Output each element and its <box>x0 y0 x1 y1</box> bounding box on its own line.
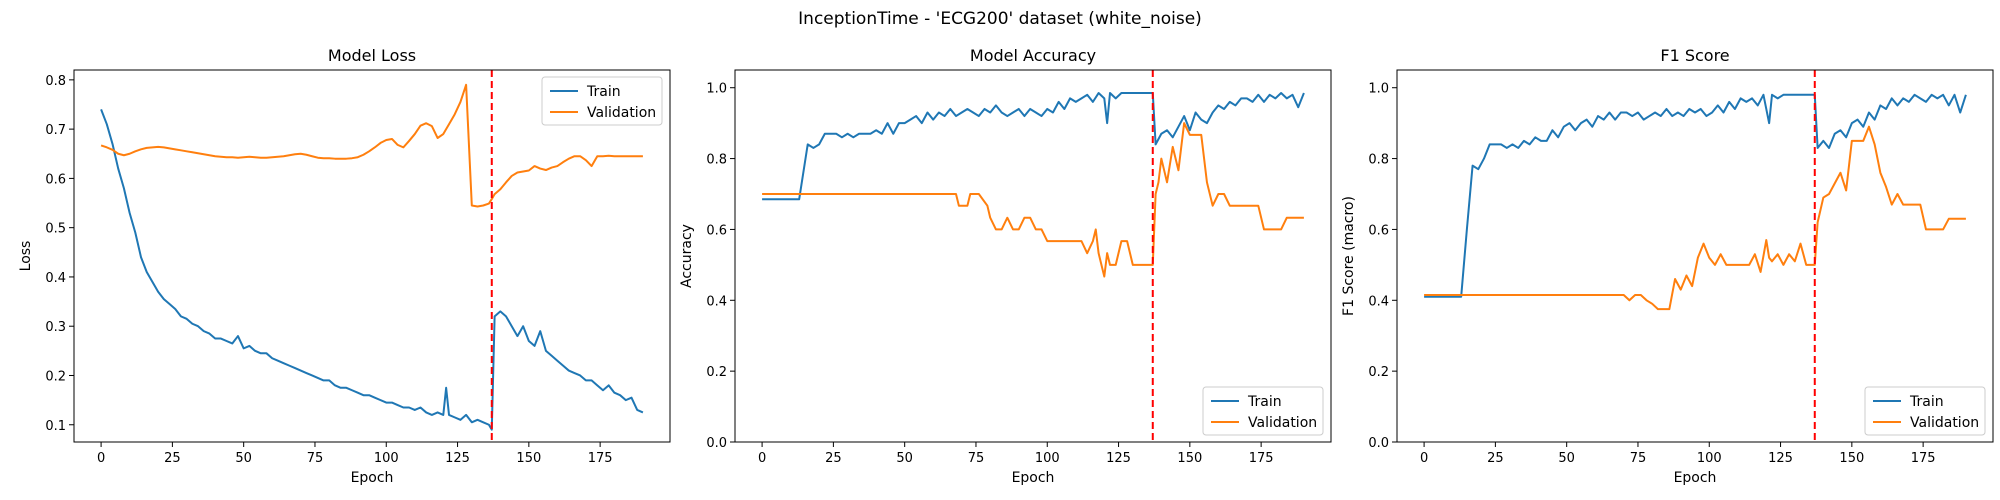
legend-label-validation: Validation <box>1910 415 1979 431</box>
x-tick-label: 25 <box>164 451 181 466</box>
y-tick-label: 0.5 <box>45 222 66 237</box>
chart-title: F1 Score <box>1660 46 1729 65</box>
chart-title: Model Loss <box>328 46 416 65</box>
x-tick-label: 50 <box>1558 451 1575 466</box>
series-line-train <box>100 109 644 431</box>
legend: Train Validation <box>1202 386 1324 436</box>
axes-frame <box>1396 69 1994 443</box>
y-axis-label: Loss <box>18 241 34 272</box>
y-tick-label: 0.2 <box>1368 365 1389 380</box>
x-tick-label: 150 <box>1177 451 1202 466</box>
y-tick-label: 0.0 <box>1368 436 1389 451</box>
x-tick-label: 125 <box>445 451 470 466</box>
x-tick-label: 75 <box>968 451 985 466</box>
x-tick-label: 0 <box>97 451 105 466</box>
legend-label-train: Train <box>586 84 621 100</box>
legend-label-validation: Validation <box>587 105 656 121</box>
x-tick-label: 0 <box>1420 451 1428 466</box>
y-tick-label: 0.6 <box>1368 223 1389 238</box>
x-tick-label: 175 <box>1911 451 1936 466</box>
legend: Train Validation <box>541 76 663 126</box>
x-tick-label: 100 <box>374 451 399 466</box>
y-tick-label: 0.8 <box>1368 153 1389 168</box>
series-line-validation <box>100 83 643 208</box>
y-axis-label: Accuracy <box>679 224 695 288</box>
y-tick-label: 0.4 <box>706 294 727 309</box>
y-tick-label: 0.6 <box>706 223 727 238</box>
x-tick-label: 175 <box>588 451 613 466</box>
y-tick-label: 0.1 <box>45 419 66 434</box>
series-line-validation <box>762 122 1304 278</box>
x-axis-label: Epoch <box>1674 470 1717 486</box>
x-tick-label: 25 <box>1487 451 1504 466</box>
y-tick-label: 0.8 <box>45 74 66 89</box>
chart-panel-3: F1 Score 0 25 50 75 100 125 150 175 0.0 0.2 0.4 0.6 0… <box>1341 46 1994 486</box>
x-tick-label: 50 <box>896 451 913 466</box>
y-tick-label: 0.6 <box>45 172 66 187</box>
x-tick-label: 75 <box>307 451 324 466</box>
series-line-train <box>762 92 1305 201</box>
legend-label-train: Train <box>1247 394 1282 410</box>
x-tick-label: 75 <box>1630 451 1647 466</box>
y-tick-label: 0.4 <box>1368 294 1389 309</box>
y-tick-label: 0.7 <box>45 123 66 138</box>
y-tick-label: 0.0 <box>706 436 727 451</box>
x-tick-label: 150 <box>1839 451 1864 466</box>
axes-frame <box>73 69 671 443</box>
x-axis-label: Epoch <box>351 470 394 486</box>
y-tick-label: 0.8 <box>706 153 727 168</box>
x-tick-label: 125 <box>1106 451 1131 466</box>
chart-panel-1: Model Loss 0 25 50 75 100 125 150 175 0.1 0.2 0.3 0.… <box>18 46 671 486</box>
x-tick-label: 150 <box>516 451 541 466</box>
y-tick-label: 0.2 <box>706 365 727 380</box>
series-line-train <box>1424 93 1967 298</box>
series-line-validation <box>1424 125 1966 311</box>
x-tick-label: 25 <box>825 451 842 466</box>
chart-panel-2: Model Accuracy 0 25 50 75 100 125 150 175 0.0 0.2 0… <box>679 46 1332 486</box>
x-tick-label: 100 <box>1035 451 1060 466</box>
y-tick-label: 0.3 <box>45 320 66 335</box>
x-tick-label: 50 <box>235 451 252 466</box>
y-tick-label: 1.0 <box>706 82 727 97</box>
x-tick-label: 125 <box>1768 451 1793 466</box>
y-tick-label: 1.0 <box>1368 82 1389 97</box>
x-tick-label: 100 <box>1697 451 1722 466</box>
chart-title: Model Accuracy <box>970 46 1096 65</box>
x-tick-label: 175 <box>1249 451 1274 466</box>
y-axis-label: F1 Score (macro) <box>1341 196 1357 316</box>
legend-label-validation: Validation <box>1248 415 1317 431</box>
legend: Train Validation <box>1864 386 1986 436</box>
y-tick-label: 0.4 <box>45 271 66 286</box>
y-tick-label: 0.2 <box>45 369 66 384</box>
legend-label-train: Train <box>1909 394 1944 410</box>
axes-frame <box>734 69 1332 443</box>
x-axis-label: Epoch <box>1012 470 1055 486</box>
figure-title: InceptionTime - 'ECG200' dataset (white_… <box>798 9 1202 29</box>
x-tick-label: 0 <box>758 451 766 466</box>
chart-panels: Model Loss 0 25 50 75 100 125 150 175 0.1 0.2 0.3 0.… <box>18 46 1994 486</box>
